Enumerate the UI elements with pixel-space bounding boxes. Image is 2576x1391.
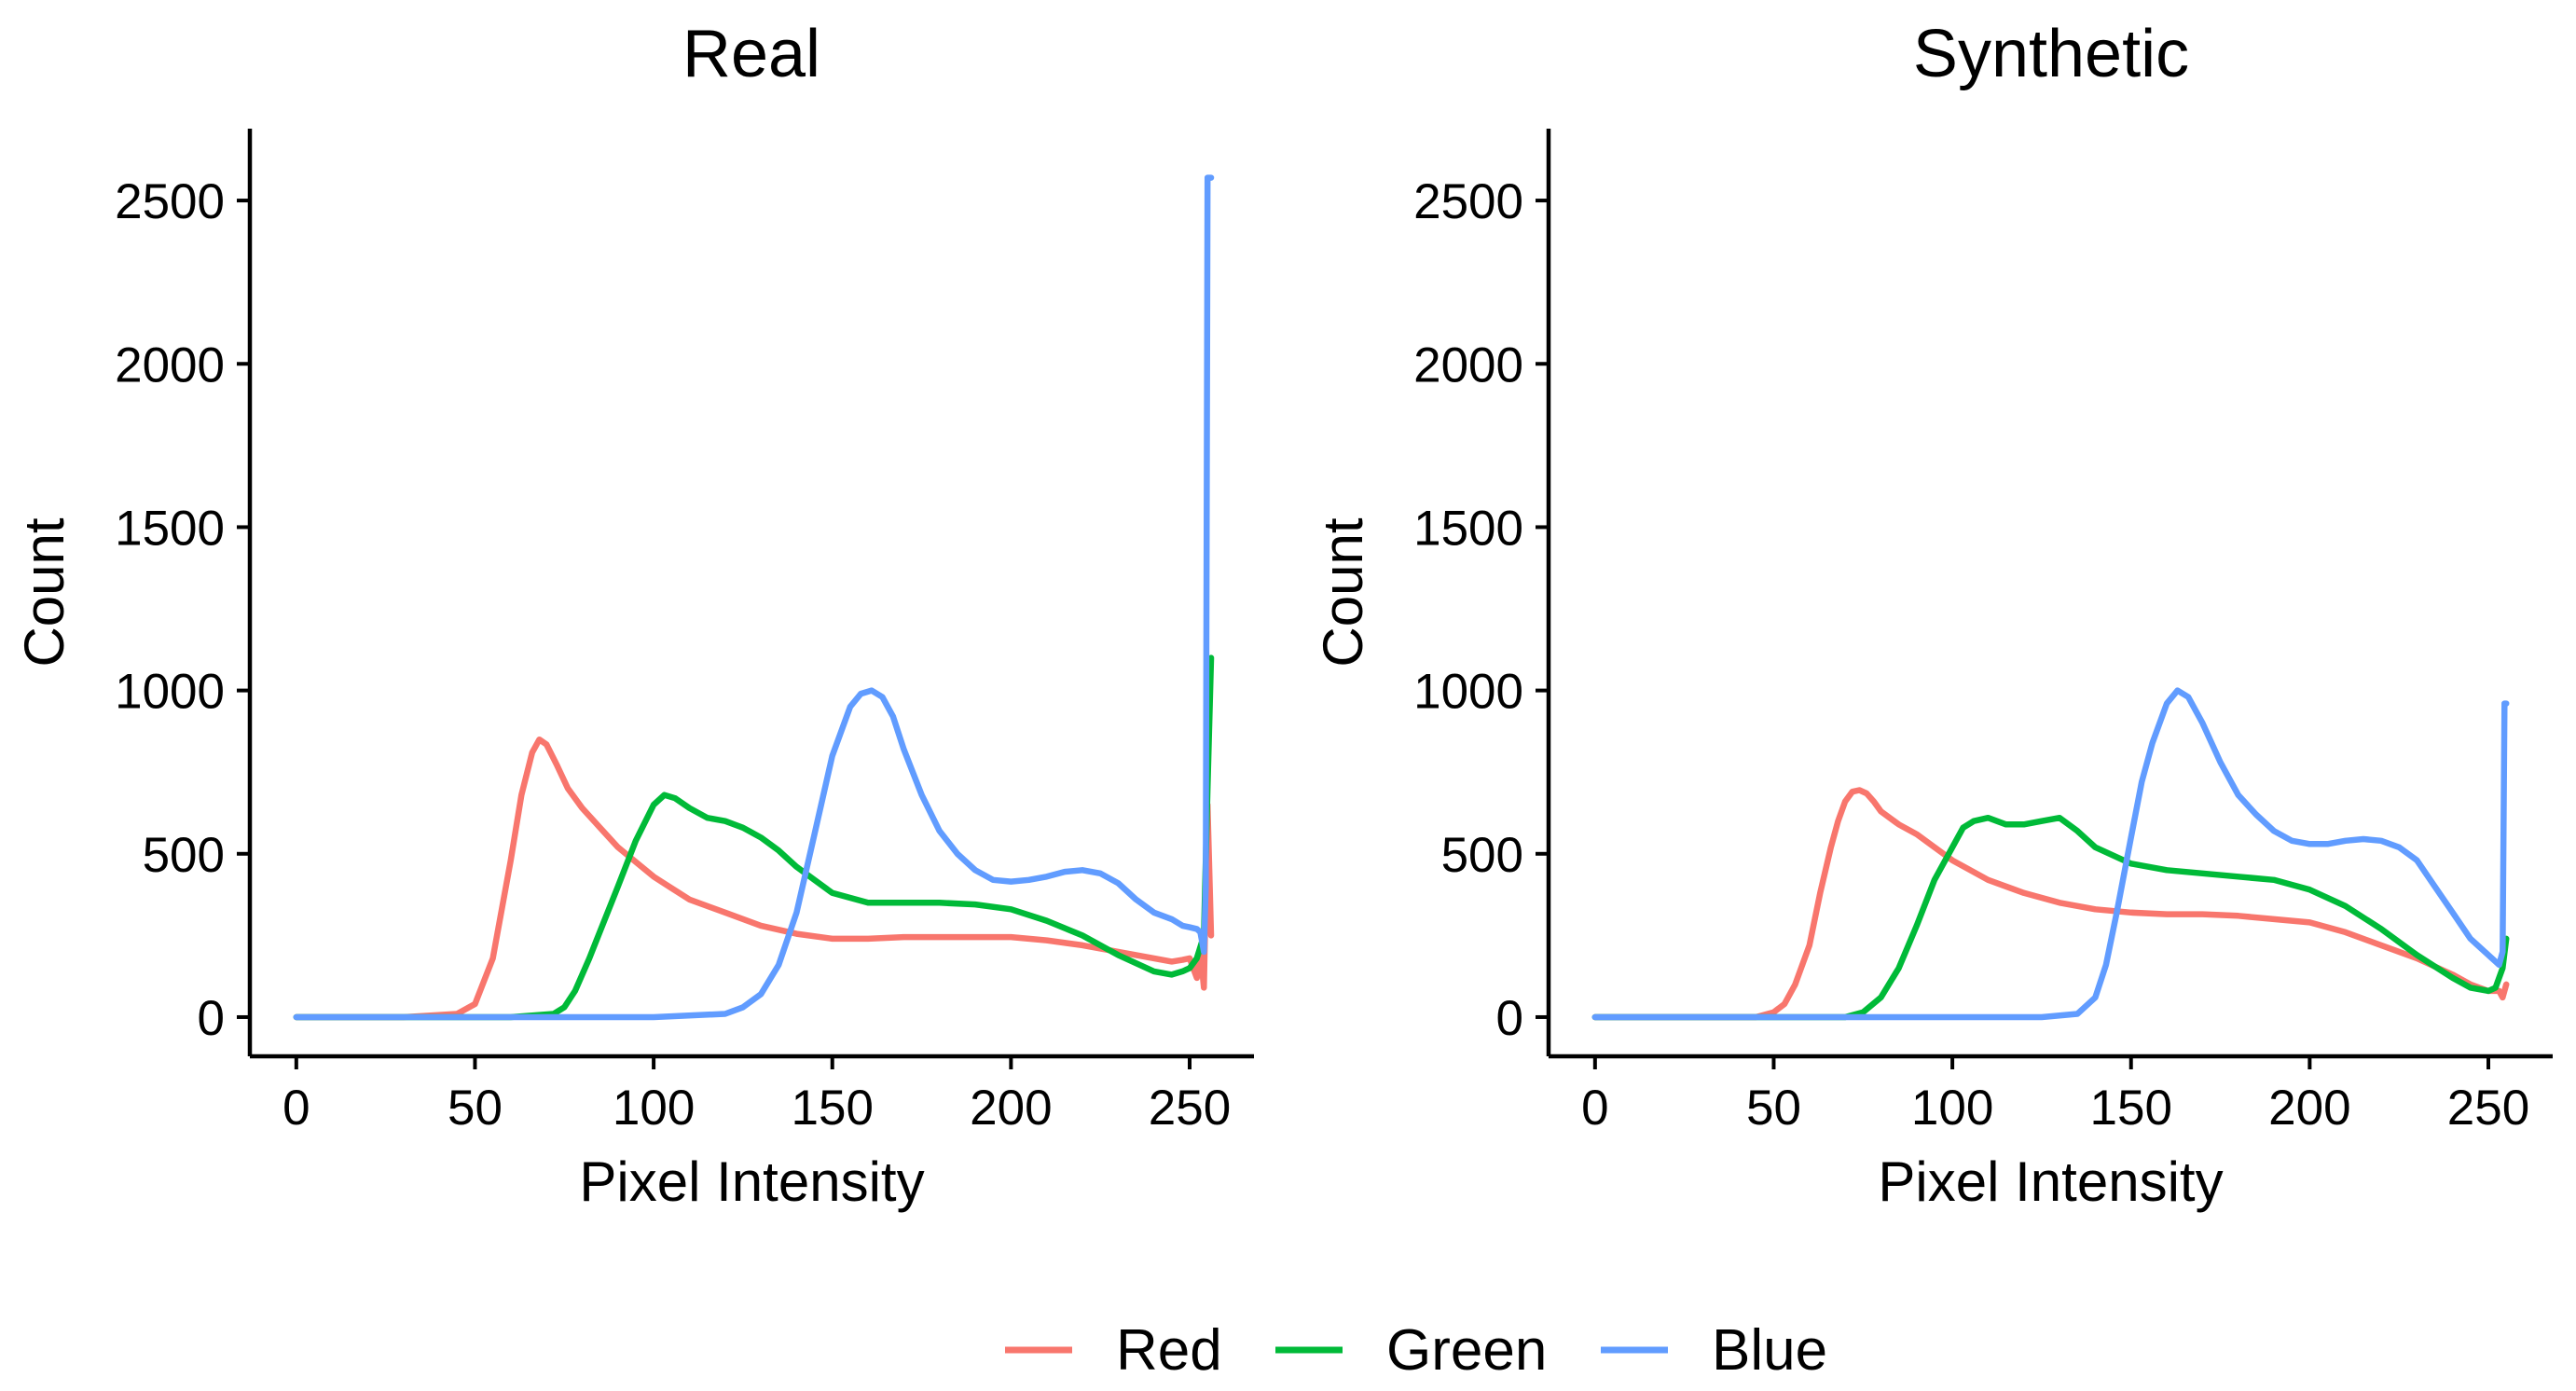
y-tick-label: 1000 bbox=[1413, 665, 1523, 720]
y-tick-label: 1500 bbox=[115, 501, 225, 556]
x-tick-label: 200 bbox=[970, 1081, 1052, 1136]
y-tick-label: 500 bbox=[143, 828, 225, 883]
y-tick-label: 2500 bbox=[1413, 174, 1523, 229]
x-tick-label: 50 bbox=[448, 1081, 503, 1136]
legend-label-green: Green bbox=[1386, 1318, 1547, 1383]
series-line-synthetic-green bbox=[1591, 814, 2510, 1021]
x-axis-label: Pixel Intensity bbox=[579, 1150, 924, 1213]
x-tick-label: 0 bbox=[1581, 1081, 1608, 1136]
series-line-synthetic-blue bbox=[1591, 687, 2510, 1021]
x-tick-label: 100 bbox=[1911, 1081, 1993, 1136]
x-tick-label: 250 bbox=[1149, 1081, 1231, 1136]
legend: Red Green Blue bbox=[1005, 1318, 1827, 1383]
y-axis-label: Count bbox=[13, 517, 76, 667]
y-tick-label: 500 bbox=[1441, 828, 1523, 883]
x-tick-label: 100 bbox=[613, 1081, 695, 1136]
y-tick-label: 2500 bbox=[115, 174, 225, 229]
chart-title-real: Real bbox=[682, 17, 820, 91]
x-tick-label: 150 bbox=[792, 1081, 874, 1136]
y-tick-label: 2000 bbox=[1413, 337, 1523, 393]
x-axis-label: Pixel Intensity bbox=[1878, 1150, 2223, 1213]
y-tick-label: 2000 bbox=[115, 337, 225, 393]
x-tick-label: 150 bbox=[2090, 1081, 2172, 1136]
y-tick-label: 1000 bbox=[115, 665, 225, 720]
y-tick-label: 0 bbox=[1496, 991, 1523, 1046]
series-line-synthetic-red bbox=[1591, 787, 2510, 1021]
legend-label-red: Red bbox=[1116, 1318, 1222, 1383]
series-line-real-blue bbox=[293, 174, 1215, 1021]
y-tick-label: 0 bbox=[198, 991, 225, 1046]
x-tick-label: 0 bbox=[282, 1081, 310, 1136]
y-axis-label: Count bbox=[1312, 517, 1374, 667]
y-tick-label: 1500 bbox=[1413, 501, 1523, 556]
chart-title-synthetic: Synthetic bbox=[1913, 17, 2189, 91]
x-tick-label: 200 bbox=[2268, 1081, 2350, 1136]
series-line-real-green bbox=[293, 654, 1215, 1021]
x-tick-label: 50 bbox=[1746, 1081, 1801, 1136]
x-tick-label: 250 bbox=[2447, 1081, 2529, 1136]
series-line-real-red bbox=[293, 736, 1215, 1021]
legend-label-blue: Blue bbox=[1712, 1318, 1827, 1383]
